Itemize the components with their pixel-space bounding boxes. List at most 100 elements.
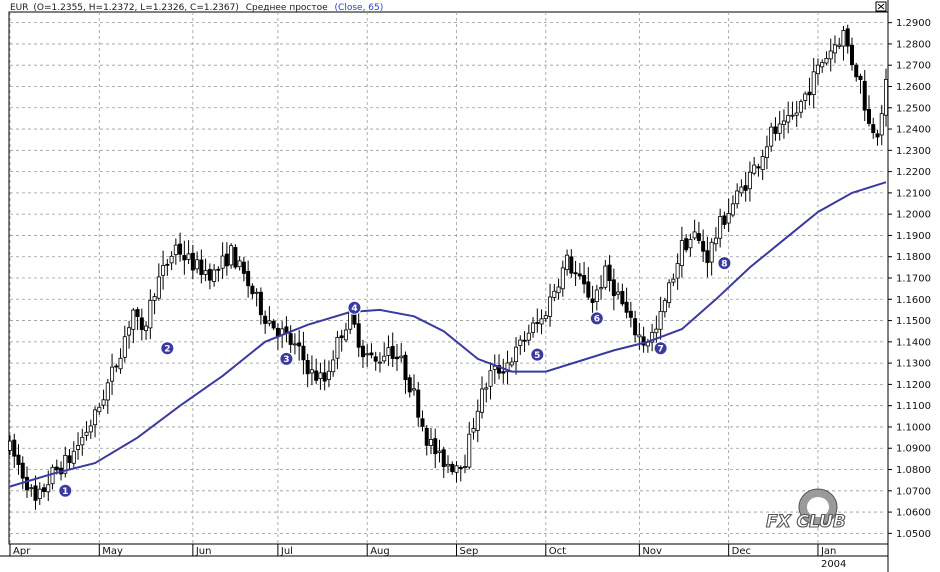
price-bar [288,325,293,353]
y-tick-label: 1.1500 [896,316,931,327]
y-tick-label: 1.1300 [896,359,931,370]
price-bar [97,403,102,415]
price-bar [862,69,867,122]
price-bar [224,242,229,276]
price-bar [165,259,170,276]
price-bar [667,279,672,308]
price-bar [611,268,616,311]
price-bar [144,321,149,340]
close-icon[interactable] [875,1,887,12]
price-bar [16,444,21,475]
price-bar [849,37,854,71]
y-tick-label: 1.2100 [896,188,931,199]
y-tick-label: 1.0700 [896,486,931,497]
price-bar [263,310,268,334]
price-bar [420,410,425,432]
price-bar [837,37,842,50]
price-bar [297,330,302,361]
y-tick-label: 1.1400 [896,337,931,348]
price-bar [220,242,225,280]
price-bar [820,59,825,73]
price-bar [811,58,816,109]
price-bar [390,332,395,368]
price-bar [854,62,859,82]
indicator-name: Среднее простое [246,3,328,13]
y-tick-label: 1.2200 [896,167,931,178]
y-tick-label: 1.2600 [896,82,931,93]
y-tick-label: 1.2900 [896,18,931,29]
price-bar [93,406,98,438]
price-bar [807,77,812,106]
price-bar [769,122,774,152]
price-bar [365,344,370,367]
price-bar [764,135,769,170]
price-bar [148,289,153,340]
price-bar [871,117,876,139]
price-bar [552,284,557,302]
price-bar [803,91,808,110]
price-bar [671,273,676,287]
price-bar [229,243,234,269]
y-tick-label: 1.1800 [896,252,931,263]
marker-label: 2 [164,344,170,354]
y-tick-label: 1.1900 [896,231,931,242]
price-bar [441,446,446,479]
price-bar [713,227,718,252]
price-bar [760,149,765,181]
price-bar [790,101,795,120]
price-bar [118,348,123,374]
x-tick-label: Nov [642,546,662,557]
price-bar [199,249,204,284]
price-bar [522,331,527,352]
price-bar [560,260,565,297]
x-tick-label: Jul [280,546,293,557]
price-bar [394,343,399,371]
price-bar [195,251,200,274]
price-bar [628,301,633,328]
price-bar [76,432,81,460]
price-bar [246,260,251,298]
price-bar [594,284,599,311]
y-tick-label: 1.2700 [896,61,931,72]
price-bar [777,110,782,141]
x-tick-label: Jan [820,546,836,557]
indicator-params: (Close, 65) [335,3,384,13]
price-bar [739,179,744,197]
price-bar [356,311,361,357]
ohlc-values: (O=1.2355, H=1.2372, L=1.2326, C=1.2367) [33,3,238,13]
price-bar [169,251,174,271]
price-bar [105,378,110,414]
price-bar [301,331,306,375]
y-tick-label: 1.2300 [896,146,931,157]
price-bar [445,455,450,474]
price-bar [607,255,612,292]
price-bar [67,449,72,471]
price-bar [641,326,646,353]
grid-lines [9,12,886,544]
price-bar [386,335,391,366]
marker-7: 7 [653,341,668,356]
price-bar [331,350,336,377]
price-bar [752,156,757,176]
price-bar [186,240,191,265]
y-tick-label: 1.0800 [896,465,931,476]
price-bar [684,234,689,253]
price-bar [866,95,871,127]
price-bar [84,421,89,441]
y-tick-label: 1.0600 [896,508,931,519]
price-bar [63,446,68,478]
price-bar [743,171,748,202]
annotation-markers: 1 2 3 4 5 6 7 8 [58,256,732,498]
price-bar [526,324,531,346]
price-bar [360,339,365,368]
marker-4: 4 [347,300,362,315]
y-tick-label: 1.1100 [896,401,931,412]
price-bar [654,315,659,347]
price-bar [318,362,323,390]
marker-label: 1 [62,487,68,497]
price-bar [50,464,55,490]
fxclub-logo: FX CLUB [765,488,846,533]
price-bar [37,482,42,506]
price-bar [131,307,136,344]
